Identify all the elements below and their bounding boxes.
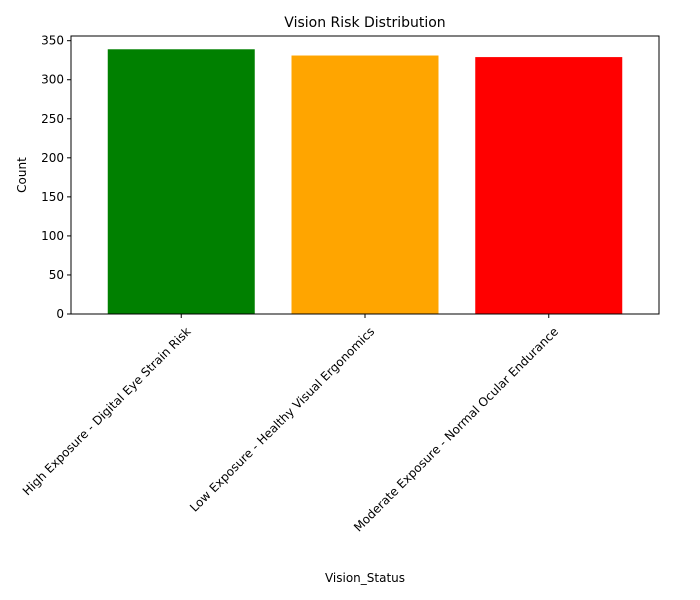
y-tick-label: 300 <box>41 73 64 87</box>
y-tick-label: 0 <box>56 307 64 321</box>
plot-frame <box>70 35 660 315</box>
bar-1 <box>107 49 255 315</box>
y-tick-label: 100 <box>41 229 64 243</box>
chart-title: Vision Risk Distribution <box>284 15 445 31</box>
y-axis-label: Count <box>15 157 29 193</box>
bar-3 <box>475 57 623 315</box>
y-tick-label: 250 <box>41 112 64 126</box>
x-axis-ticks: High Exposure - Digital Eye Strain RiskL… <box>20 314 561 534</box>
x-tick-label: High Exposure - Digital Eye Strain Risk <box>20 324 194 498</box>
y-tick-label: 150 <box>41 190 64 204</box>
y-tick-label: 200 <box>41 151 64 165</box>
x-axis-label: Vision_Status <box>325 571 405 585</box>
y-axis-ticks: 0 50 100 150 200 250 300 350 <box>41 34 71 321</box>
x-tick-label: Low Exposure - Healthy Visual Ergonomics <box>187 324 377 514</box>
y-tick-label: 350 <box>41 34 64 48</box>
y-tick-label: 50 <box>49 268 64 282</box>
x-tick-label: Moderate Exposure - Normal Ocular Endura… <box>351 324 561 534</box>
bar-2 <box>291 55 439 315</box>
bars-layer <box>107 49 623 315</box>
